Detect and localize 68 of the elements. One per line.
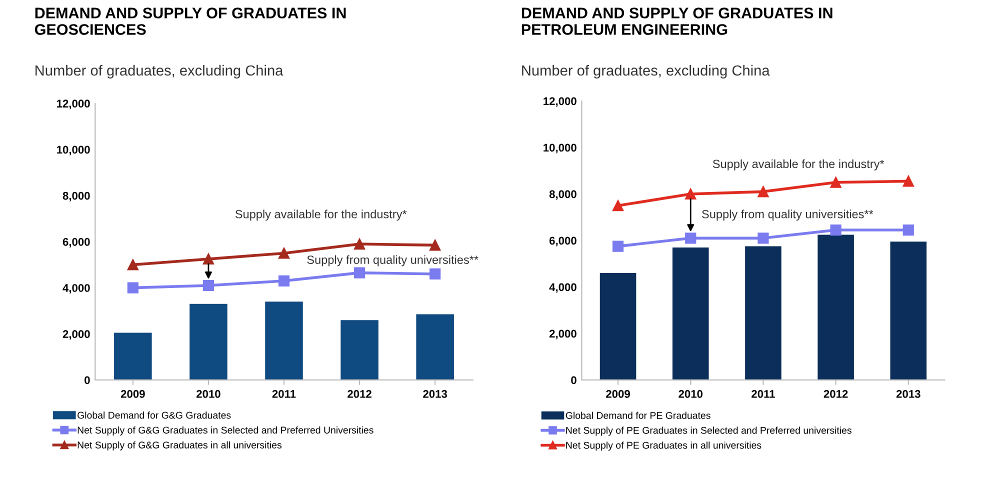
x-tick-label: 2009 — [120, 390, 145, 398]
chart-subtitle: Number of graduates, excluding China — [522, 64, 770, 79]
y-tick-label: 8,000 — [62, 192, 90, 202]
y-tick-label: 4,000 — [62, 284, 90, 294]
point — [278, 275, 290, 286]
y-tick-label: 2,000 — [549, 330, 576, 340]
point — [354, 238, 366, 250]
point — [612, 240, 624, 252]
y-tick-label: 0 — [571, 376, 576, 384]
annotation: Supply from quality universities** — [307, 255, 478, 266]
x-tick-label: 2013 — [896, 390, 920, 398]
bar — [265, 302, 303, 380]
point — [830, 224, 842, 236]
bar — [416, 314, 454, 380]
bar — [190, 304, 228, 380]
point — [202, 280, 214, 292]
point — [354, 267, 366, 278]
point — [430, 268, 441, 280]
chart-title: DEMAND AND SUPPLY OF GRADUATES IN GEOSCIENCES — [34, 8, 346, 35]
y-tick-label: 12,000 — [544, 97, 576, 107]
annotation: Supply from quality universities** — [702, 210, 874, 221]
bar — [340, 320, 378, 380]
legend-label: Net Supply of G&G Graduates in all universities — [78, 441, 282, 450]
annotation: Supply available for the industry* — [235, 210, 407, 221]
chart-subtitle: Number of graduates, excluding China — [36, 64, 284, 79]
y-tick-label: 12,000 — [57, 100, 90, 110]
y-tick-label: 2,000 — [62, 330, 90, 340]
point — [902, 176, 914, 187]
bar — [672, 247, 709, 380]
point — [758, 232, 769, 244]
x-tick-label: 2011 — [752, 390, 775, 398]
point — [612, 200, 624, 212]
chart-title: DEMAND AND SUPPLY OF GRADUATES IN PETROLEUM ENGINEERING — [522, 8, 832, 35]
y-tick-label: 10,000 — [57, 146, 90, 156]
x-tick-label: 2012 — [348, 390, 372, 398]
x-tick-label: 2009 — [606, 390, 630, 398]
y-tick-label: 6,000 — [62, 238, 90, 248]
x-tick-label: 2011 — [272, 390, 296, 398]
bar — [890, 242, 927, 380]
legend-label: Global Demand for G&G Graduates — [78, 412, 231, 419]
y-tick-label: 8,000 — [549, 190, 576, 200]
y-tick-label: 10,000 — [544, 144, 576, 154]
legend-label: Net Supply of G&G Graduates in Selected and Preferred Universities — [78, 426, 374, 436]
point — [127, 259, 138, 270]
annotation: Supply available for the industry* — [712, 159, 884, 170]
point — [685, 188, 696, 200]
x-tick-label: 2013 — [423, 390, 448, 398]
x-tick-label: 2010 — [196, 390, 220, 398]
y-tick-label: 4,000 — [549, 283, 576, 293]
point — [430, 240, 441, 251]
bar — [600, 273, 636, 380]
y-tick-label: 0 — [84, 376, 90, 384]
legend-label: Global Demand for PE Graduates — [566, 412, 710, 419]
bar — [818, 234, 854, 380]
bar — [745, 246, 782, 380]
point — [758, 186, 769, 198]
point — [902, 224, 914, 236]
y-tick-label: 6,000 — [549, 236, 576, 246]
point — [127, 282, 138, 294]
x-tick-label: 2012 — [824, 390, 848, 398]
x-tick-label: 2010 — [678, 390, 703, 398]
bar — [114, 332, 152, 380]
legend-label: Net Supply of PE Graduates in all universities — [566, 442, 762, 451]
point — [830, 176, 842, 188]
point — [278, 248, 290, 259]
point — [202, 253, 214, 265]
point — [685, 232, 696, 244]
legend-label: Net Supply of PE Graduates in Selected and Preferred universities — [566, 426, 852, 436]
